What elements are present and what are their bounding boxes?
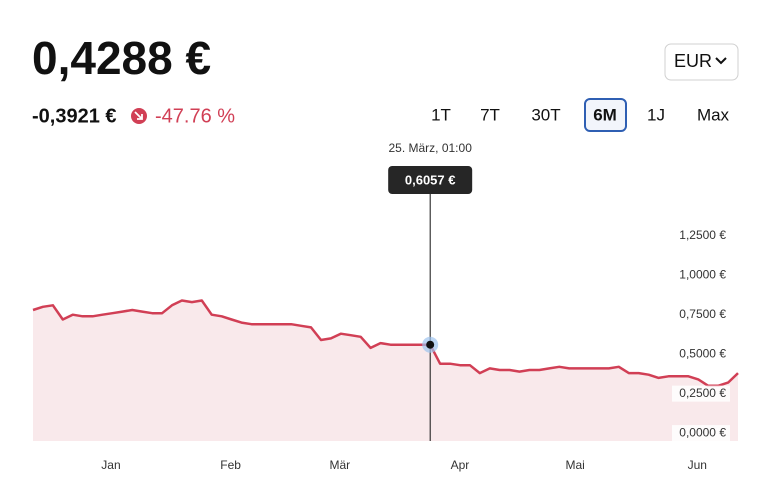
range-button[interactable]: 7T — [480, 105, 500, 124]
tooltip-date: 25. März, 01:00 — [388, 141, 472, 155]
x-tick-label: Mai — [565, 458, 584, 472]
tooltip-value: 0,6057 € — [405, 172, 456, 187]
down-arrow — [134, 111, 143, 120]
x-tick-label: Feb — [220, 458, 241, 472]
hover-dot — [426, 340, 435, 349]
y-tick-label: 0,5000 € — [679, 346, 726, 360]
range-button[interactable]: 1J — [647, 105, 665, 124]
currency-label[interactable]: EUR — [674, 51, 712, 71]
x-tick-label: Mär — [329, 458, 350, 472]
y-tick-bg — [672, 425, 730, 442]
range-button-selected[interactable] — [584, 98, 627, 132]
y-tick-label: 0,7500 € — [679, 307, 726, 321]
x-tick-label: Jan — [101, 458, 120, 472]
y-tick-label: 0,2500 € — [679, 386, 726, 400]
range-button[interactable]: 6M — [593, 105, 617, 124]
area — [33, 300, 738, 441]
price: 0,4288 € — [32, 32, 211, 84]
x-tick-label: Jun — [688, 458, 707, 472]
chevron[interactable] — [715, 57, 727, 65]
y-tick-bg — [672, 385, 730, 402]
tooltip-box — [388, 166, 473, 194]
y-tick-label: 0,0000 € — [679, 425, 726, 439]
range-button[interactable]: Max — [697, 105, 730, 124]
x-tick-label: Apr — [451, 458, 470, 472]
y-tick-bg — [672, 227, 730, 244]
y-tick-bg — [672, 306, 730, 323]
select-box[interactable] — [664, 43, 739, 81]
range-button[interactable]: 1T — [431, 105, 451, 124]
y-tick-label: 1,2500 € — [679, 228, 726, 242]
price-line — [32, 299, 739, 388]
currency-select[interactable]: EUR — [664, 43, 739, 81]
change-percent: -47.76 % — [155, 105, 235, 127]
y-tick-label: 1,0000 € — [679, 267, 726, 281]
range-button[interactable]: 30T — [531, 105, 560, 124]
y-tick-bg — [672, 267, 730, 284]
y-tick-bg — [672, 346, 730, 363]
change-amount: -0,3921 € — [32, 105, 117, 127]
